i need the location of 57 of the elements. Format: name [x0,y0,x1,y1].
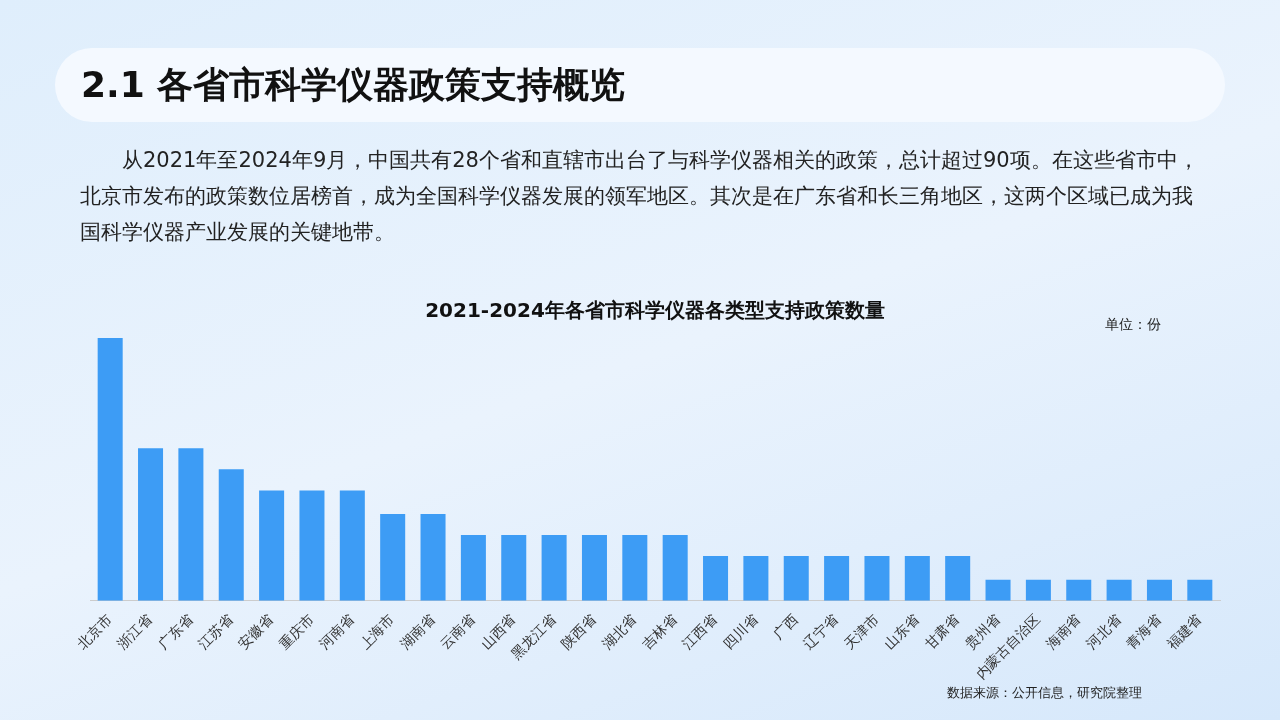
source-note: 数据来源：公开信息，研究院整理 [947,684,1142,702]
bar [1106,579,1132,601]
x-tick-label: 甘肃省 [921,611,963,653]
bar [259,490,285,601]
bar [985,579,1011,601]
chart-title: 2021-2024年各省市科学仪器各类型支持政策数量 [425,298,885,323]
x-tick-label: 湖南省 [396,611,438,653]
bar [581,535,607,601]
x-tick-label: 天津市 [840,611,882,653]
bar [783,556,809,601]
x-tick-label: 青海省 [1123,611,1165,653]
bar [299,490,325,601]
bar [97,338,123,601]
x-tick-label: 河北省 [1082,611,1124,653]
x-tick-label: 福建省 [1163,611,1205,653]
bar [138,448,164,601]
bar [1025,579,1051,601]
x-tick-label: 河南省 [316,611,358,653]
bar [1187,579,1213,601]
x-tick-label: 山东省 [881,611,923,653]
bar [501,535,527,601]
bar [622,535,648,601]
x-tick-label: 四川省 [719,611,761,653]
x-tick-label: 江苏省 [194,611,236,653]
bar [1146,579,1172,601]
x-tick-label: 海南省 [1042,611,1084,653]
x-tick-label: 江西省 [679,611,721,653]
bar [1066,579,1092,601]
text: 从2021年至2024年9月，中国共有28个省和直辖市出台了与科学仪器相关的政策，总计超过90项。在这些省市中，北京市发布的政策数位居榜首，成为全国科学仪器发展的领军地区。其次是在广东省和长三角地区，这两个区域已成为我国科学仪器产业发展的关键地带。 [80,147,1200,246]
bar [178,448,204,601]
bar [380,514,406,601]
bar [218,469,244,601]
bar [541,535,567,601]
bar [339,490,365,601]
bar [945,556,971,601]
x-tick-label: 上海市 [356,611,398,653]
x-tick-label: 广东省 [154,611,196,653]
bar [662,535,688,601]
x-tick-label: 北京市 [73,611,115,653]
text: 单位：份 [1105,316,1161,334]
x-tick-label: 重庆市 [275,611,317,653]
bar [460,535,486,601]
x-tick-label: 云南省 [437,611,479,653]
bar [864,556,890,601]
x-tick-label: 浙江省 [114,611,156,653]
x-tick-label: 吉林省 [638,611,680,653]
x-tick-label: 安徽省 [235,611,277,653]
bar [420,514,446,601]
x-tick-label: 湖北省 [598,611,640,653]
bar [824,556,850,601]
bar [743,556,769,601]
x-tick-label: 辽宁省 [800,611,842,653]
bar [703,556,729,601]
x-tick-label: 陕西省 [558,611,600,653]
x-tick-label: 广西 [769,611,801,643]
text: 2.1 各省市科学仪器政策支持概览 [55,48,1225,122]
bar [904,556,930,601]
